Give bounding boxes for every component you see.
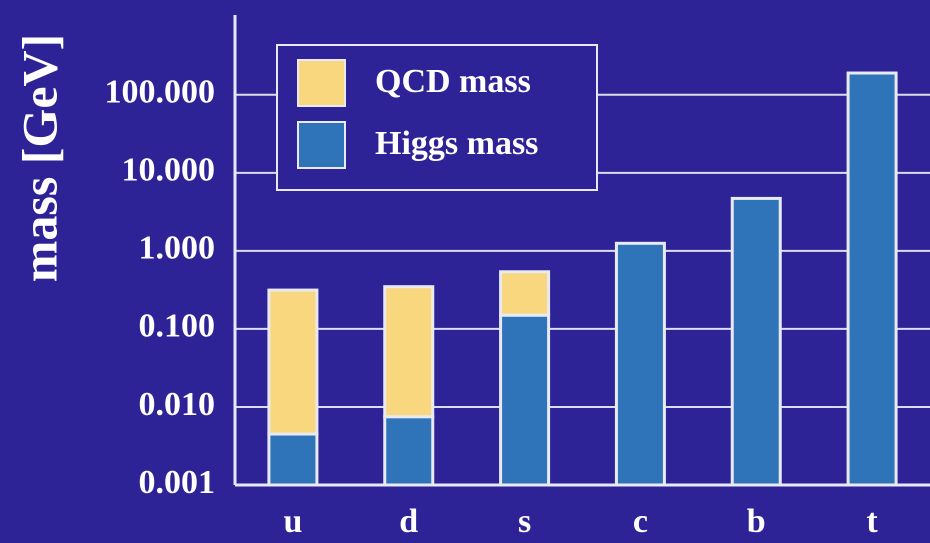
legend-swatch [297, 59, 346, 107]
bar-segment [267, 432, 319, 487]
x-tick-label: d [399, 503, 418, 540]
bar-segment [267, 288, 319, 436]
x-tick-label: t [866, 503, 878, 540]
y-tick-label: 1.000 [139, 230, 216, 267]
bar-segment [383, 415, 435, 487]
bar-segment [846, 71, 898, 487]
legend-swatch [297, 121, 346, 169]
legend-label: Higgs mass [375, 125, 538, 162]
y-tick-label: 100.000 [105, 74, 216, 111]
legend-label: QCD mass [375, 63, 531, 100]
y-tick-label: 10.000 [122, 152, 216, 189]
bar-segment [499, 313, 551, 487]
bar-segment [499, 270, 551, 317]
y-tick-label: 0.010 [139, 386, 216, 423]
y-tick-label: 0.001 [139, 464, 216, 501]
x-tick-label: c [633, 503, 648, 540]
bar-segment [730, 196, 782, 487]
bar-segment [614, 241, 666, 487]
y-axis-label: mass [GeV] [11, 34, 67, 283]
x-tick-label: u [283, 503, 302, 540]
x-tick-label: s [518, 503, 531, 540]
y-tick-label: 0.100 [139, 308, 216, 345]
bar-segment [383, 285, 435, 419]
x-tick-label: b [747, 503, 766, 540]
